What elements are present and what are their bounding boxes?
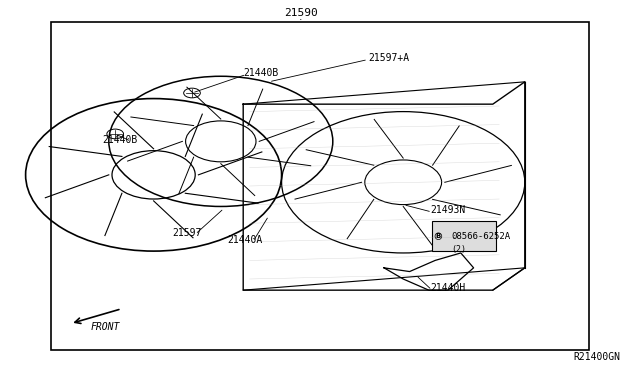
Text: 08566-6252A: 08566-6252A [451,232,510,241]
Text: 21440A: 21440A [227,235,262,245]
Text: 21597+A: 21597+A [368,53,409,62]
Text: R21400GN: R21400GN [574,352,621,362]
Text: (2): (2) [451,245,466,254]
Text: 21597: 21597 [173,228,202,238]
Text: B: B [436,233,441,239]
Text: 21440B: 21440B [243,68,278,77]
Text: FRONT: FRONT [91,323,120,332]
Text: 21590: 21590 [284,8,317,18]
FancyBboxPatch shape [432,221,496,251]
Text: 21440H: 21440H [431,283,466,293]
Text: 21440B: 21440B [102,135,138,144]
Text: 21493N: 21493N [431,205,466,215]
